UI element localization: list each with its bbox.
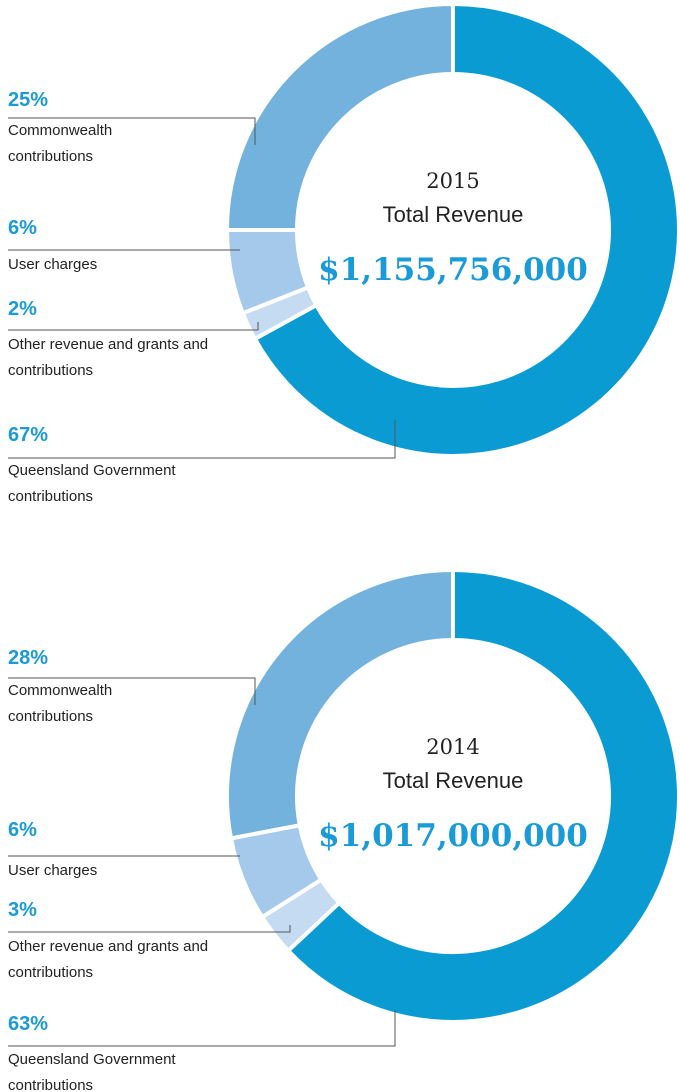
total: $1,155,756,000 (318, 252, 588, 288)
category-label: Commonwealth contributions (8, 682, 113, 725)
leader-line (8, 117, 256, 145)
percent-label: 63% (8, 1013, 49, 1035)
leader-line (8, 420, 396, 459)
category-label: User charges (8, 862, 98, 879)
percent-label: 3% (8, 899, 37, 921)
percent-label: 25% (8, 89, 49, 111)
category-label: Queensland Government contributions (8, 1051, 176, 1092)
leader-line (8, 677, 256, 705)
percent-label: 67% (8, 424, 49, 446)
chart-title: Total Revenue (383, 768, 524, 793)
leader-line (8, 925, 291, 933)
leader-line (8, 322, 259, 331)
percent-label: 6% (8, 819, 37, 841)
donut-slice (224, 1, 455, 232)
category-label: Other revenue and grants and contributio… (8, 938, 209, 981)
donut-slice (225, 567, 455, 841)
category-label: User charges (8, 256, 98, 273)
percent-label: 28% (8, 647, 49, 669)
donut-slice (285, 567, 680, 1024)
chart-title: Total Revenue (383, 202, 524, 227)
percent-label: 6% (8, 217, 37, 239)
year: 2014 (426, 735, 479, 759)
donut-slice (252, 1, 680, 458)
year: 2015 (426, 169, 479, 193)
category-label: Commonwealth contributions (8, 122, 113, 165)
total: $1,017,000,000 (318, 818, 588, 854)
leader-line (8, 1010, 396, 1047)
percent-label: 2% (8, 298, 37, 320)
category-label: Other revenue and grants and contributio… (8, 336, 209, 379)
category-label: Queensland Government contributions (8, 462, 176, 505)
